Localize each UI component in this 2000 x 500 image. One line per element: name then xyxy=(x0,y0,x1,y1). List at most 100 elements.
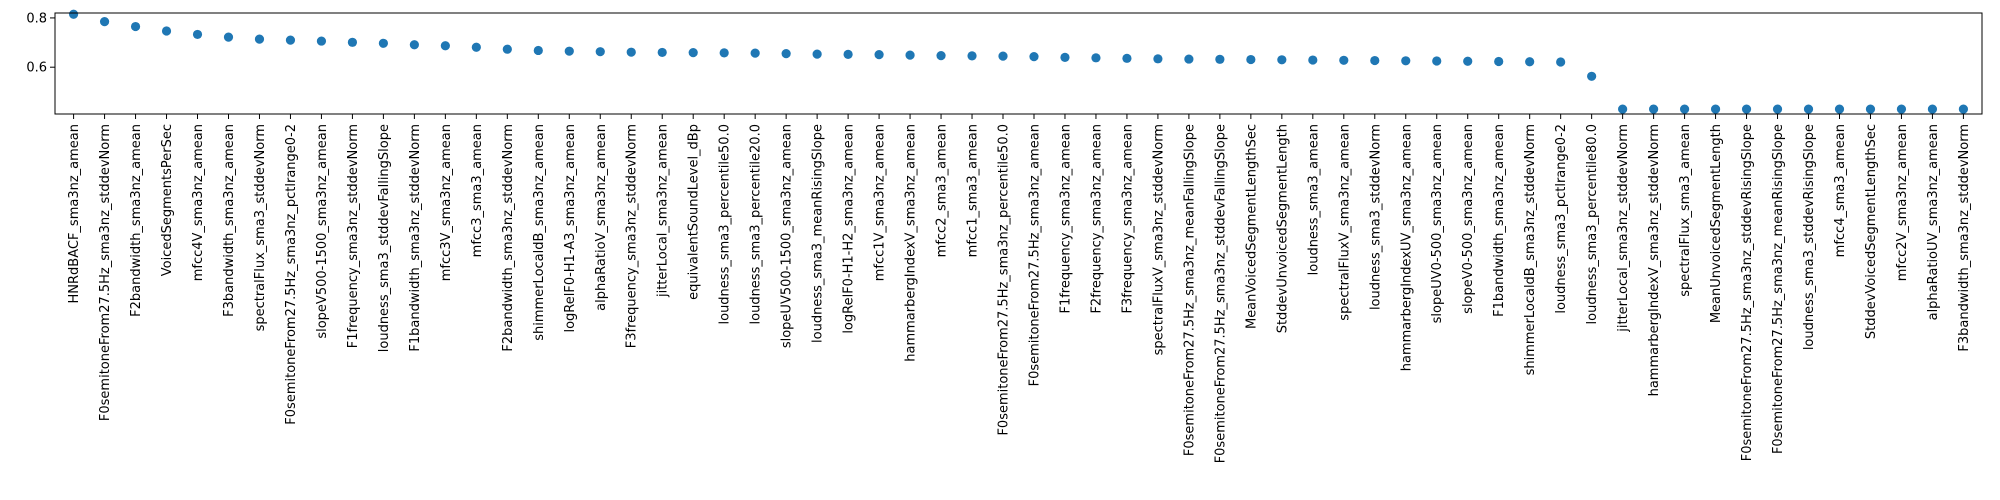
data-point xyxy=(1741,104,1752,114)
x-tick-label: logRelF0-H1-H2_sma3nz_amean xyxy=(842,124,857,334)
data-point xyxy=(471,42,481,52)
x-tick-label: loudness_sma3_amean xyxy=(1306,124,1321,275)
data-point xyxy=(1556,57,1566,67)
x-tick-label: loudness_sma3_stddevFallingSlope xyxy=(377,124,392,352)
x-tick-label: F0semitoneFrom27.5Hz_sma3nz_stddevNorm xyxy=(98,124,113,421)
data-point xyxy=(1865,104,1876,114)
x-tick-label: HNRdBACF_sma3nz_amean xyxy=(67,124,82,303)
data-point xyxy=(130,21,141,32)
x-tick-label: F0semitoneFrom27.5Hz_sma3nz_stddevFallin… xyxy=(1213,124,1228,463)
data-point xyxy=(409,40,419,50)
data-point xyxy=(626,47,636,57)
data-point xyxy=(1246,54,1256,65)
data-point xyxy=(812,49,822,59)
x-tick-label: alphaRatioV_sma3nz_amean xyxy=(594,124,609,311)
data-point xyxy=(1927,104,1938,114)
y-tick-label: 0.8 xyxy=(26,11,47,26)
x-tick-label: spectralFluxV_sma3nz_amean xyxy=(1337,124,1352,321)
x-tick-label: equivalentSoundLevel_dBp xyxy=(687,124,702,300)
x-tick-label: alphaRatioUV_sma3nz_amean xyxy=(1926,124,1941,320)
x-tick-label: jitterLocal_sma3nz_amean xyxy=(656,124,671,298)
data-point xyxy=(347,37,358,47)
data-point xyxy=(533,45,543,56)
data-point xyxy=(316,36,327,46)
data-point xyxy=(1803,104,1814,114)
data-point xyxy=(843,49,853,59)
x-tick-label: loudness_sma3_stddevNorm xyxy=(1368,124,1383,310)
x-tick-label: F3frequency_sma3nz_amean xyxy=(1120,124,1135,314)
data-point xyxy=(750,48,760,58)
data-point xyxy=(1122,53,1132,63)
y-axis-ticks: 0.6 0.8 xyxy=(26,11,55,76)
x-tick-label: F2bandwidth_sma3nz_amean xyxy=(129,124,144,317)
x-tick-label: F0semitoneFrom27.5Hz_sma3nz_amean xyxy=(1027,124,1042,386)
x-tick-label: spectralFluxV_sma3nz_stddevNorm xyxy=(1151,124,1166,355)
data-point xyxy=(719,48,729,58)
data-point xyxy=(1339,55,1349,65)
x-tick-label: mfcc2_sma3_amean xyxy=(935,124,950,257)
x-tick-label: slopeV500-1500_sma3nz_amean xyxy=(315,124,330,339)
data-point xyxy=(1494,56,1504,67)
x-tick-label: F1frequency_sma3nz_stddevNorm xyxy=(346,124,361,348)
data-point xyxy=(254,34,265,44)
data-point xyxy=(874,50,884,60)
x-tick-label: jitterLocal_sma3nz_stddevNorm xyxy=(1616,124,1631,333)
x-tick-label: slopeV0-500_sma3nz_amean xyxy=(1461,124,1476,314)
x-tick-label: mfcc2V_sma3nz_amean xyxy=(1895,124,1910,281)
x-tick-label: MeanVoicedSegmentLengthSec xyxy=(1244,124,1259,329)
x-tick-label: spectralFlux_sma3_stddevNorm xyxy=(253,124,268,331)
data-point xyxy=(1649,104,1659,114)
data-point xyxy=(1618,104,1628,114)
data-point xyxy=(1432,56,1442,66)
x-tick-label: loudness_sma3_meanRisingSlope xyxy=(811,124,826,343)
data-point xyxy=(936,51,946,61)
x-tick-label: MeanUnvoicedSegmentLength xyxy=(1709,124,1724,323)
data-point xyxy=(564,46,574,56)
data-point xyxy=(1834,104,1845,114)
data-point xyxy=(378,38,388,48)
x-tick-label: F2bandwidth_sma3nz_stddevNorm xyxy=(501,124,516,352)
x-tick-label: StddevVoicedSegmentLengthSec xyxy=(1864,124,1879,339)
data-point xyxy=(688,48,698,58)
x-tick-label: StddevUnvoicedSegmentLength xyxy=(1275,124,1290,333)
data-point xyxy=(161,26,172,36)
data-point xyxy=(998,51,1008,61)
data-point xyxy=(1710,104,1721,114)
data-point xyxy=(1587,71,1597,81)
x-tick-label: loudness_sma3_percentile80.0 xyxy=(1585,124,1600,324)
data-point xyxy=(1060,52,1070,62)
x-tick-label: VoicedSegmentsPerSec xyxy=(160,124,175,276)
x-tick-label: F1bandwidth_sma3nz_amean xyxy=(1492,124,1507,317)
data-point xyxy=(905,50,915,60)
data-point xyxy=(1525,57,1535,67)
x-tick-label: F0semitoneFrom27.5Hz_sma3nz_pctlrange0-2 xyxy=(284,124,299,425)
data-point xyxy=(440,41,450,51)
data-point xyxy=(967,51,977,61)
x-tick-label: slopeUV500-1500_sma3nz_amean xyxy=(780,124,795,348)
data-point xyxy=(1091,53,1101,63)
x-tick-label: slopeUV0-500_sma3nz_amean xyxy=(1430,124,1445,323)
data-point xyxy=(1029,52,1039,62)
data-point xyxy=(1370,55,1380,66)
x-tick-label: mfcc1V_sma3nz_amean xyxy=(873,124,888,281)
x-tick-label: spectralFlux_sma3_amean xyxy=(1678,124,1693,297)
x-tick-label: logRelF0-H1-A3_sma3nz_amean xyxy=(563,124,578,333)
x-tick-label: F0semitoneFrom27.5Hz_sma3nz_stddevRising… xyxy=(1740,124,1755,461)
data-point xyxy=(223,32,234,42)
x-tick-label: mfcc1_sma3_amean xyxy=(966,124,981,257)
x-tick-label: mfcc4_sma3_amean xyxy=(1833,124,1848,257)
data-point xyxy=(781,49,791,59)
data-point xyxy=(1153,54,1163,64)
data-points xyxy=(68,9,1969,114)
data-point xyxy=(1463,56,1473,66)
data-point xyxy=(68,9,79,19)
x-tick-label: F3bandwidth_sma3nz_stddevNorm xyxy=(1957,124,1972,352)
data-point xyxy=(657,47,667,58)
x-tick-label: F0semitoneFrom27.5Hz_sma3nz_percentile50… xyxy=(997,124,1012,436)
x-tick-label: hammarbergIndexV_sma3nz_stddevNorm xyxy=(1647,124,1662,396)
x-tick-label: loudness_sma3_stddevRisingSlope xyxy=(1802,124,1817,350)
data-point xyxy=(1679,104,1690,114)
plot-frame xyxy=(54,12,1983,115)
data-point xyxy=(1215,54,1225,64)
